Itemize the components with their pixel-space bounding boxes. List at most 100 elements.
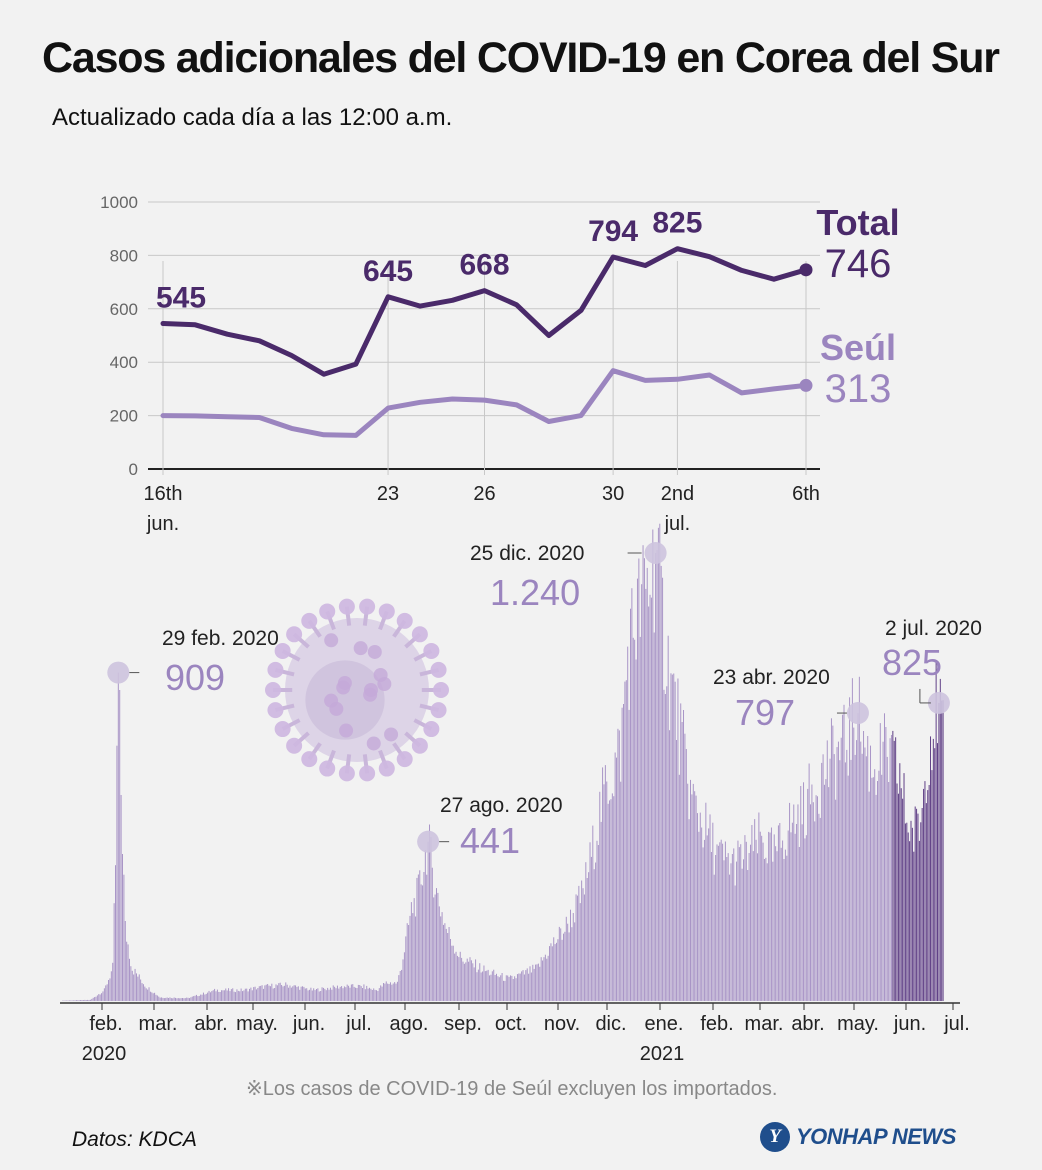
daily-bar (703, 839, 705, 1001)
daily-bar (680, 703, 682, 1001)
daily-bar (568, 932, 570, 1001)
daily-bar (63, 1000, 65, 1001)
daily-bar (156, 995, 158, 1001)
virus-illustration (265, 598, 449, 782)
daily-bar (710, 852, 712, 1001)
annotation-value: 825 (882, 642, 942, 683)
daily-bar (895, 737, 897, 1001)
daily-bar (431, 867, 433, 1001)
daily-bar (349, 987, 351, 1001)
daily-bar (186, 997, 188, 1001)
virus-spike (366, 736, 381, 751)
virus-spike (384, 727, 399, 742)
data-source: Datos: KDCA (72, 1128, 197, 1151)
daily-bar (585, 862, 587, 1001)
daily-bar (451, 945, 453, 1001)
data-label: 825 (652, 207, 702, 240)
daily-bar (530, 972, 532, 1001)
daily-bar (748, 853, 750, 1001)
daily-bar (650, 597, 652, 1001)
daily-bar (667, 635, 669, 1001)
daily-bar (281, 985, 283, 1001)
month-label: ene. (645, 1013, 684, 1035)
daily-bar (237, 990, 239, 1001)
daily-bar (522, 970, 524, 1001)
daily-bar (660, 565, 662, 1001)
daily-bar (835, 799, 837, 1001)
daily-bar (398, 975, 400, 1001)
daily-bar (649, 594, 651, 1001)
daily-bar (377, 991, 379, 1001)
daily-bar (695, 795, 697, 1001)
x-tick-label: 6th (792, 483, 820, 505)
x-tick-label: 26 (473, 483, 495, 505)
month-label: abr. (791, 1013, 824, 1035)
daily-bar (144, 986, 146, 1001)
daily-bar (763, 859, 765, 1001)
daily-bar (811, 784, 813, 1001)
daily-bar (338, 988, 340, 1001)
daily-bar (804, 838, 806, 1001)
virus-spike (378, 760, 395, 777)
virus-spike (267, 702, 284, 719)
daily-bar (829, 758, 831, 1001)
daily-bar (885, 727, 887, 1001)
daily-bar (669, 730, 671, 1001)
daily-bar (380, 985, 382, 1001)
daily-bar (385, 981, 387, 1001)
daily-bar (215, 991, 217, 1001)
daily-bar (851, 678, 853, 1001)
daily-bar (819, 817, 821, 1001)
daily-bar (116, 745, 118, 1001)
annotation-date: 29 feb. 2020 (162, 627, 279, 650)
daily-bar (207, 992, 209, 1001)
daily-bar (395, 983, 397, 1001)
series-end-point (799, 263, 813, 277)
daily-bar (216, 989, 218, 1001)
daily-bar (274, 988, 276, 1001)
daily-bar (303, 986, 305, 1001)
daily-bar (92, 997, 94, 1001)
daily-bar (574, 922, 576, 1001)
daily-bar (567, 923, 569, 1001)
daily-bar (777, 825, 779, 1001)
daily-bar (85, 1000, 87, 1001)
month-label: dic. (595, 1013, 626, 1035)
daily-bar (801, 824, 803, 1001)
daily-bar (914, 806, 916, 1001)
daily-bar (441, 912, 443, 1001)
daily-bar (900, 788, 902, 1001)
daily-bar (98, 994, 100, 1001)
daily-bar (871, 777, 873, 1001)
daily-bar (300, 986, 302, 1001)
daily-bar (101, 993, 103, 1001)
daily-bar (472, 963, 474, 1001)
daily-bar (858, 676, 860, 1001)
virus-spike (377, 677, 392, 692)
daily-bar (779, 823, 781, 1001)
daily-bar (602, 767, 604, 1001)
daily-bar (331, 989, 333, 1001)
daily-bar (262, 988, 264, 1001)
daily-bar (937, 743, 938, 1001)
daily-bar (278, 983, 280, 1001)
daily-bar (896, 783, 898, 1001)
peak-marker (107, 661, 130, 684)
daily-bar (249, 988, 250, 1001)
daily-bar (212, 990, 214, 1001)
virus-spike (324, 693, 339, 708)
daily-bar (81, 1000, 83, 1001)
daily-bar (162, 997, 164, 1001)
daily-bar (569, 909, 571, 1001)
month-label: may. (837, 1013, 879, 1035)
daily-bar (133, 974, 135, 1001)
daily-bar (447, 933, 449, 1001)
daily-bar (374, 989, 376, 1001)
daily-bar (82, 1000, 84, 1001)
virus-spike (430, 661, 447, 678)
daily-bar (405, 936, 407, 1001)
daily-bar (832, 725, 834, 1001)
daily-bar (623, 704, 624, 1001)
daily-bar (825, 779, 827, 1001)
daily-bar (168, 998, 170, 1001)
